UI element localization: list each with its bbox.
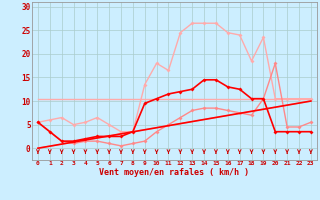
X-axis label: Vent moyen/en rafales ( km/h ): Vent moyen/en rafales ( km/h ) [100, 168, 249, 177]
